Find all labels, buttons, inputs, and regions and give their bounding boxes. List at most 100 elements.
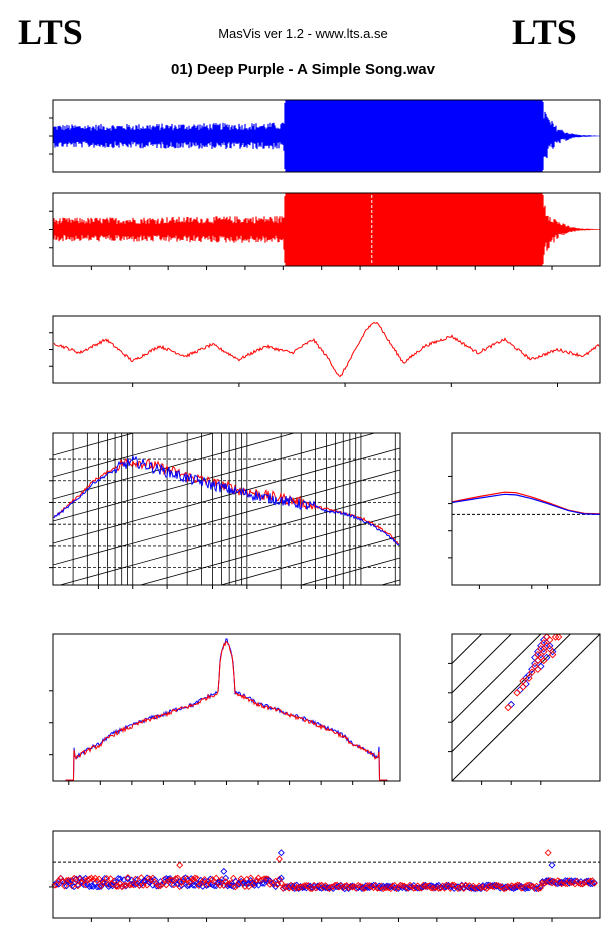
point-right	[554, 634, 563, 641]
left-waveform-chart	[49, 99, 601, 173]
point-right	[80, 876, 88, 884]
spectrum-left-trace	[53, 454, 400, 546]
point-right	[548, 650, 557, 659]
logo-left: LTS	[18, 12, 83, 52]
point-left	[101, 875, 109, 882]
point-left	[222, 874, 230, 882]
point-right	[513, 689, 521, 697]
slope-line	[53, 433, 135, 456]
slope-line	[380, 579, 400, 585]
histogram-right-trace	[65, 640, 388, 781]
point-right	[545, 636, 554, 644]
waveform-trace	[53, 100, 600, 172]
point-right	[95, 875, 103, 883]
spike-point	[544, 849, 552, 857]
point-right	[540, 647, 548, 656]
point-left	[590, 879, 598, 887]
app-title: MasVis ver 1.2 - www.lts.a.se	[218, 26, 388, 41]
point-right	[393, 885, 401, 893]
loudest-part-chart	[49, 315, 601, 387]
point-right	[199, 877, 207, 885]
point-right	[590, 879, 598, 887]
slope-line	[58, 491, 400, 585]
point-right	[247, 874, 255, 882]
crest-diagonal	[452, 634, 542, 723]
point-right	[504, 703, 512, 712]
point-right	[534, 665, 542, 674]
crest-diagonal	[452, 634, 512, 694]
right-waveform-chart	[49, 192, 601, 270]
point-right	[264, 875, 272, 883]
loudest-trace	[53, 321, 600, 378]
point-right	[519, 683, 527, 691]
point-left	[53, 879, 61, 887]
point-right	[87, 874, 95, 882]
plot-frame	[52, 633, 401, 782]
slope-line	[53, 624, 400, 719]
point-right	[300, 882, 308, 890]
point-left	[272, 883, 280, 891]
point-right	[231, 883, 239, 891]
slope-line	[53, 447, 400, 544]
plot-frame	[451, 633, 601, 782]
point-right	[540, 656, 548, 665]
avg-spectrum-chart	[49, 294, 401, 719]
point-right	[143, 881, 151, 889]
point-left	[585, 877, 592, 885]
spike-point	[277, 849, 285, 857]
slope-line	[53, 433, 296, 500]
peak-vs-rms-chart	[448, 633, 601, 785]
point-right	[573, 877, 581, 885]
slope-line	[53, 433, 216, 478]
point-right	[103, 874, 111, 882]
crest-right-trace	[451, 491, 601, 515]
point-right	[216, 881, 224, 889]
plot-frame	[52, 830, 601, 919]
point-right	[78, 878, 86, 886]
crest-diagonal	[452, 634, 572, 753]
point-right	[74, 882, 82, 890]
point-left	[55, 880, 63, 888]
point-right	[519, 677, 527, 685]
point-right	[588, 877, 596, 885]
waveform-trace	[53, 193, 600, 266]
histogram-left-trace	[65, 638, 388, 781]
point-right	[277, 879, 285, 887]
crest-diagonal	[452, 634, 600, 781]
slope-line	[53, 433, 376, 522]
plot-frame	[451, 432, 601, 586]
file-title: 01) Deep Purple - A Simple Song.wav	[171, 61, 436, 78]
allpassed-crest-chart	[448, 432, 601, 589]
point-right	[226, 879, 234, 887]
spike-point	[220, 867, 228, 875]
slope-line	[53, 602, 400, 697]
point-right	[93, 877, 101, 885]
point-right	[537, 884, 544, 892]
crest-diagonal	[452, 634, 483, 665]
plot-frame	[52, 432, 401, 586]
point-right	[57, 874, 65, 882]
spike-point	[176, 861, 184, 869]
slope-line	[219, 535, 400, 585]
point-right	[61, 882, 68, 890]
spectrum-right-trace	[53, 457, 400, 545]
spectrum-grid	[53, 294, 400, 719]
short-term-crest-chart	[49, 830, 601, 922]
slope-line	[53, 294, 400, 389]
slope-line	[299, 557, 400, 585]
crest-left-trace	[451, 493, 601, 515]
histogram-chart	[49, 633, 401, 785]
point-left	[375, 882, 383, 890]
point-right	[124, 874, 132, 882]
point-right	[525, 674, 533, 682]
spike-point	[548, 861, 556, 869]
pvr-plot-area	[452, 634, 600, 781]
point-right	[166, 876, 174, 884]
slope-line	[53, 469, 400, 566]
logo-right: LTS	[512, 12, 577, 52]
point-right	[561, 880, 569, 887]
point-right	[241, 883, 249, 890]
slope-line	[139, 513, 400, 585]
point-right	[528, 668, 536, 676]
